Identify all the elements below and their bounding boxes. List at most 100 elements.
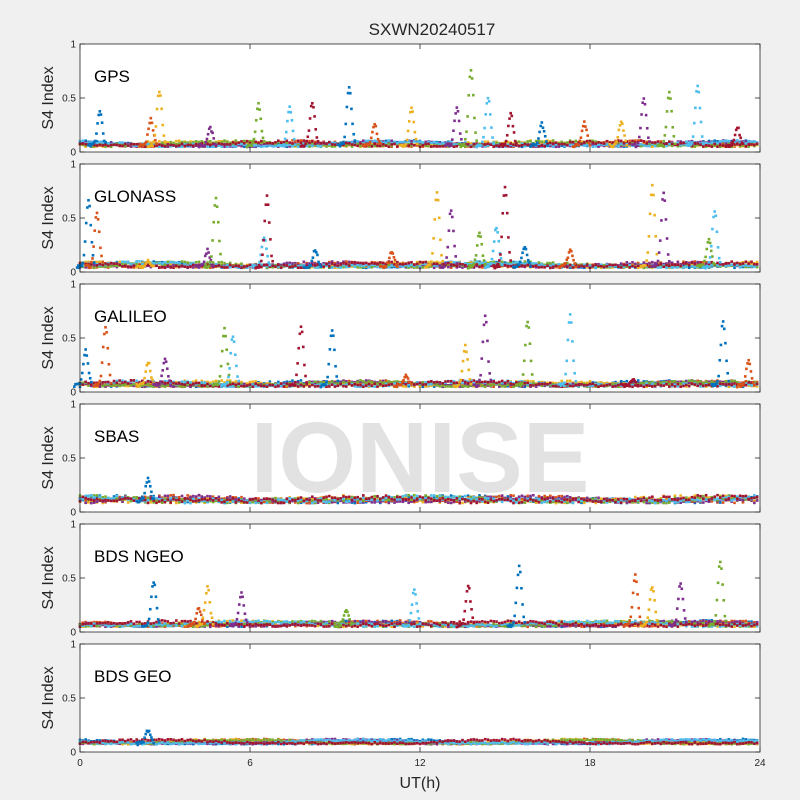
data-point	[260, 145, 263, 149]
data-point	[721, 139, 725, 143]
data-point	[92, 261, 96, 264]
data-point	[209, 381, 212, 385]
data-point	[409, 110, 412, 114]
data-point	[483, 383, 487, 387]
y-tick-label: 0	[70, 148, 76, 159]
data-point	[274, 265, 277, 268]
data-point	[597, 262, 600, 266]
data-point	[719, 264, 722, 268]
data-point	[619, 145, 623, 148]
data-point	[277, 140, 280, 144]
data-point	[484, 113, 488, 116]
data-point	[194, 379, 198, 382]
data-point	[90, 141, 93, 144]
data-point	[410, 265, 413, 269]
data-point	[135, 260, 138, 264]
data-point	[206, 140, 209, 144]
data-point	[373, 122, 376, 126]
data-point	[263, 219, 267, 223]
data-point	[540, 121, 544, 124]
data-point	[265, 143, 269, 147]
data-point	[177, 144, 181, 147]
data-point	[386, 261, 390, 264]
data-point	[645, 142, 648, 145]
data-point	[194, 142, 198, 146]
data-point	[192, 141, 195, 144]
data-point	[342, 382, 345, 386]
data-point	[95, 264, 99, 267]
data-point	[574, 265, 578, 269]
data-point	[464, 382, 467, 386]
data-point	[577, 144, 580, 147]
data-point	[580, 264, 583, 268]
data-point	[526, 258, 530, 262]
data-point	[339, 266, 342, 269]
data-point	[149, 141, 153, 144]
data-point	[155, 264, 158, 268]
data-point	[448, 212, 452, 216]
data-point	[628, 266, 631, 269]
data-point	[546, 142, 549, 145]
data-point	[345, 105, 349, 109]
data-point	[631, 261, 634, 264]
data-point	[724, 262, 728, 265]
data-point	[458, 143, 461, 146]
data-point	[687, 263, 691, 267]
data-point	[457, 119, 461, 123]
data-point	[376, 140, 379, 143]
data-point	[704, 260, 708, 264]
data-point	[160, 266, 164, 269]
data-point	[271, 265, 274, 269]
data-point	[523, 141, 527, 144]
data-point	[647, 235, 651, 238]
data-point	[253, 130, 257, 134]
data-point	[619, 139, 623, 143]
data-point	[248, 139, 252, 143]
data-point	[572, 258, 575, 262]
data-point	[421, 385, 425, 389]
data-point	[707, 144, 711, 147]
data-point	[579, 136, 583, 139]
data-point	[432, 385, 436, 388]
data-point	[747, 140, 750, 143]
data-point	[285, 141, 289, 145]
data-point	[636, 143, 640, 146]
data-point	[166, 262, 170, 266]
data-point	[257, 101, 260, 105]
data-point	[710, 263, 714, 267]
data-point	[387, 142, 391, 146]
data-point	[546, 381, 549, 385]
data-point	[475, 264, 478, 268]
data-point	[343, 135, 346, 139]
data-point	[656, 266, 660, 269]
data-point	[551, 261, 555, 264]
data-point	[563, 142, 566, 146]
data-point	[528, 261, 531, 265]
data-point	[583, 263, 586, 267]
data-point	[435, 191, 439, 194]
data-point	[258, 260, 261, 264]
data-point	[286, 119, 289, 123]
data-point	[574, 263, 578, 267]
data-point	[248, 263, 252, 267]
data-point	[466, 141, 470, 144]
data-point	[345, 144, 348, 148]
panel-label: GLONASS	[94, 187, 176, 206]
data-point	[710, 145, 714, 148]
data-point	[245, 382, 249, 385]
data-point	[260, 139, 263, 143]
data-point	[124, 264, 127, 268]
data-point	[730, 260, 733, 263]
data-point	[407, 140, 410, 143]
data-point	[642, 142, 646, 145]
data-point	[328, 260, 331, 264]
data-point	[418, 143, 422, 147]
data-point	[736, 139, 739, 142]
data-point	[670, 144, 674, 148]
data-point	[240, 380, 243, 384]
data-point	[554, 145, 558, 149]
data-point	[352, 132, 355, 136]
data-point	[755, 142, 759, 146]
data-point	[532, 144, 535, 148]
